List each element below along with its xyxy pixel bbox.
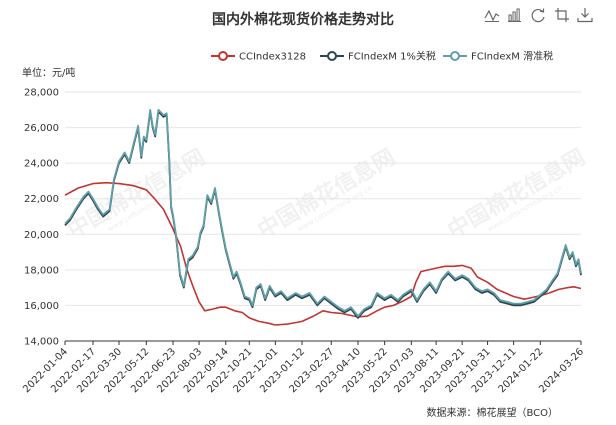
x-axis: 2022-01-042022-02-172022-03-302022-05-12… — [21, 341, 586, 395]
watermark-middle-text: 中国棉花信息网 — [253, 144, 399, 244]
legend-marker — [327, 51, 337, 61]
legend-marker — [218, 51, 228, 61]
y-tick-label: 28,000 — [24, 88, 59, 99]
restore-icon[interactable] — [529, 6, 547, 24]
y-axis-ticks: 14,000 16,000 18,000 20,000 22,000 24,000 26,0… — [24, 88, 59, 348]
legend-label: CCIndex3128 — [239, 52, 306, 63]
y-tick-label: 26,000 — [24, 123, 59, 134]
series-line-1 — [64, 181, 582, 326]
legend-item-2[interactable]: FCIndexM 1%关税 — [320, 50, 436, 63]
download-icon[interactable] — [576, 6, 594, 24]
y-tick-label: 14,000 — [24, 337, 59, 348]
legend: CCIndex3128 FCIndexM 1%关税 FCIndexM 滑准税 — [211, 50, 553, 63]
legend-label: FCIndexM 滑准税 — [471, 50, 553, 63]
y-axis-unit-label: 单位：元/吨 — [22, 66, 75, 79]
crop-icon[interactable] — [553, 6, 571, 24]
toolbar — [483, 6, 594, 24]
bar-chart-icon[interactable] — [506, 6, 524, 24]
y-tick-label: 18,000 — [24, 265, 59, 276]
series-group — [64, 108, 582, 326]
y-grid — [65, 91, 581, 342]
legend-label: FCIndexM 1%关税 — [348, 50, 436, 63]
line-chart-icon[interactable] — [483, 6, 501, 24]
data-source-label: 数据来源：棉花展望（BCO） — [426, 406, 558, 419]
legend-marker — [450, 51, 460, 61]
y-tick-label: 22,000 — [24, 194, 59, 205]
chart-title: 国内外棉花现货价格走势对比 — [212, 11, 394, 28]
series-line-3 — [64, 108, 582, 318]
y-tick-label: 24,000 — [24, 159, 59, 170]
legend-item-1[interactable]: CCIndex3128 — [211, 51, 306, 63]
y-tick-label: 20,000 — [24, 230, 59, 241]
watermark-right-text: 中国棉花信息网 — [443, 144, 589, 244]
y-tick-label: 16,000 — [24, 301, 59, 312]
legend-item-3[interactable]: FCIndexM 滑准税 — [443, 50, 553, 63]
